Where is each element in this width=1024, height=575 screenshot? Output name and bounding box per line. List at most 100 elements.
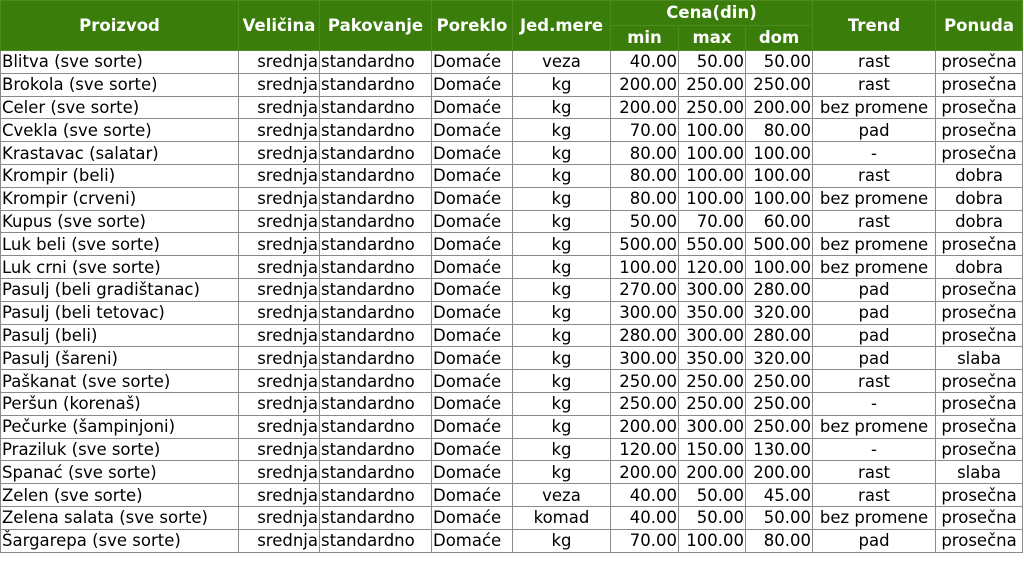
cell-max: 100.00 (678, 118, 746, 143)
cell-supply: prosečna (935, 437, 1024, 462)
cell-max: 300.00 (678, 323, 746, 348)
cell-packaging: standardno (319, 141, 432, 165)
table-row: Pasulj (beli gradištanac) srednja standard… (0, 277, 1024, 302)
cell-size: srednja (238, 391, 320, 416)
cell-trend: bez promene (812, 414, 937, 439)
cell-max: 200.00 (678, 460, 746, 485)
table-row: Pasulj (beli) srednja standardno Domaće kg 28… (0, 323, 1024, 348)
cell-product: Pasulj (beli tetovac) (0, 300, 239, 325)
cell-max: 70.00 (678, 209, 746, 234)
cell-size: srednja (238, 118, 320, 143)
cell-dom: 200.00 (744, 95, 814, 120)
cell-dom: 100.00 (744, 186, 814, 211)
cell-min: 80.00 (610, 186, 679, 211)
cell-supply: slaba (935, 460, 1024, 485)
cell-unit: kg (512, 255, 611, 279)
cell-origin: Domaće (431, 163, 513, 188)
cell-min: 200.00 (610, 72, 679, 97)
cell-min: 80.00 (610, 163, 679, 188)
cell-size: srednja (238, 323, 320, 348)
table-row: Zelena salata (sve sorte) srednja standard… (0, 505, 1024, 530)
cell-supply: prosečna (935, 414, 1024, 439)
cell-product: Šargarepa (sve sorte) (0, 528, 239, 553)
cell-supply: prosečna (935, 300, 1024, 325)
header-max: max (678, 25, 746, 51)
cell-unit: kg (512, 414, 611, 439)
cell-size: srednja (238, 483, 320, 507)
cell-trend: pad (812, 323, 937, 348)
cell-max: 100.00 (678, 528, 746, 553)
cell-max: 50.00 (678, 483, 746, 507)
cell-size: srednja (238, 346, 320, 371)
cell-supply: dobra (935, 186, 1024, 211)
cell-dom: 80.00 (744, 118, 814, 143)
cell-size: srednja (238, 300, 320, 325)
header-price: Cena(din) (609, 0, 814, 26)
header-trend: Trend (812, 0, 937, 51)
cell-packaging: standardno (319, 460, 432, 485)
table-row: Celer (sve sorte) srednja standardno Domaće… (0, 95, 1024, 120)
cell-product: Blitva (sve sorte) (0, 50, 239, 74)
cell-dom: 50.00 (744, 50, 814, 74)
cell-dom: 250.00 (744, 369, 814, 393)
table-row: Luk beli (sve sorte) srednja standardno Dom… (0, 232, 1024, 257)
table-row: Pasulj (beli tetovac) srednja standardno Do… (0, 300, 1024, 325)
cell-size: srednja (238, 460, 320, 485)
cell-min: 270.00 (610, 277, 679, 302)
table-row: Krastavac (salatar) srednja standardno Doma… (0, 141, 1024, 165)
header-product: Proizvod (0, 0, 239, 51)
cell-dom: 280.00 (744, 323, 814, 348)
cell-supply: prosečna (935, 95, 1024, 120)
cell-unit: kg (512, 369, 611, 393)
header-origin: Poreklo (431, 0, 513, 51)
price-table: Proizvod Veličina Pakovanje Poreklo Jed.… (0, 0, 1024, 553)
cell-min: 120.00 (610, 437, 679, 462)
cell-trend: - (812, 437, 937, 462)
cell-max: 150.00 (678, 437, 746, 462)
cell-supply: prosečna (935, 118, 1024, 143)
cell-max: 120.00 (678, 255, 746, 279)
cell-trend: bez promene (812, 186, 937, 211)
cell-product: Cvekla (sve sorte) (0, 118, 239, 143)
cell-product: Celer (sve sorte) (0, 95, 239, 120)
cell-size: srednja (238, 232, 320, 257)
cell-dom: 130.00 (744, 437, 814, 462)
cell-trend: rast (812, 50, 937, 74)
cell-min: 300.00 (610, 346, 679, 371)
cell-product: Luk crni (sve sorte) (0, 255, 239, 279)
table-row: Paškanat (sve sorte) srednja standardno Dom… (0, 369, 1024, 393)
cell-supply: prosečna (935, 369, 1024, 393)
cell-dom: 250.00 (744, 72, 814, 97)
cell-min: 40.00 (610, 483, 679, 507)
cell-packaging: standardno (319, 95, 432, 120)
cell-supply: prosečna (935, 50, 1024, 74)
table-row: Cvekla (sve sorte) srednja standardno Domać… (0, 118, 1024, 143)
header-packaging: Pakovanje (319, 0, 432, 51)
cell-origin: Domaće (431, 209, 513, 234)
cell-product: Pečurke (šampinjoni) (0, 414, 239, 439)
cell-unit: komad (512, 505, 611, 530)
cell-unit: kg (512, 209, 611, 234)
cell-max: 250.00 (678, 72, 746, 97)
table-row: Šargarepa (sve sorte) srednja standardno Do… (0, 528, 1024, 553)
table-row: Luk crni (sve sorte) srednja standardno Dom… (0, 255, 1024, 279)
cell-size: srednja (238, 95, 320, 120)
cell-product: Luk beli (sve sorte) (0, 232, 239, 257)
cell-origin: Domaće (431, 323, 513, 348)
cell-supply: slaba (935, 346, 1024, 371)
cell-max: 250.00 (678, 95, 746, 120)
cell-origin: Domaće (431, 118, 513, 143)
cell-product: Pasulj (beli) (0, 323, 239, 348)
cell-origin: Domaće (431, 460, 513, 485)
cell-product: Pasulj (beli gradištanac) (0, 277, 239, 302)
cell-packaging: standardno (319, 232, 432, 257)
cell-trend: pad (812, 277, 937, 302)
table-row: Kupus (sve sorte) srednja standardno Domaće… (0, 209, 1024, 234)
cell-origin: Domaće (431, 300, 513, 325)
cell-trend: pad (812, 118, 937, 143)
cell-trend: pad (812, 346, 937, 371)
cell-supply: prosečna (935, 528, 1024, 553)
cell-origin: Domaće (431, 95, 513, 120)
cell-dom: 200.00 (744, 460, 814, 485)
cell-max: 300.00 (678, 414, 746, 439)
